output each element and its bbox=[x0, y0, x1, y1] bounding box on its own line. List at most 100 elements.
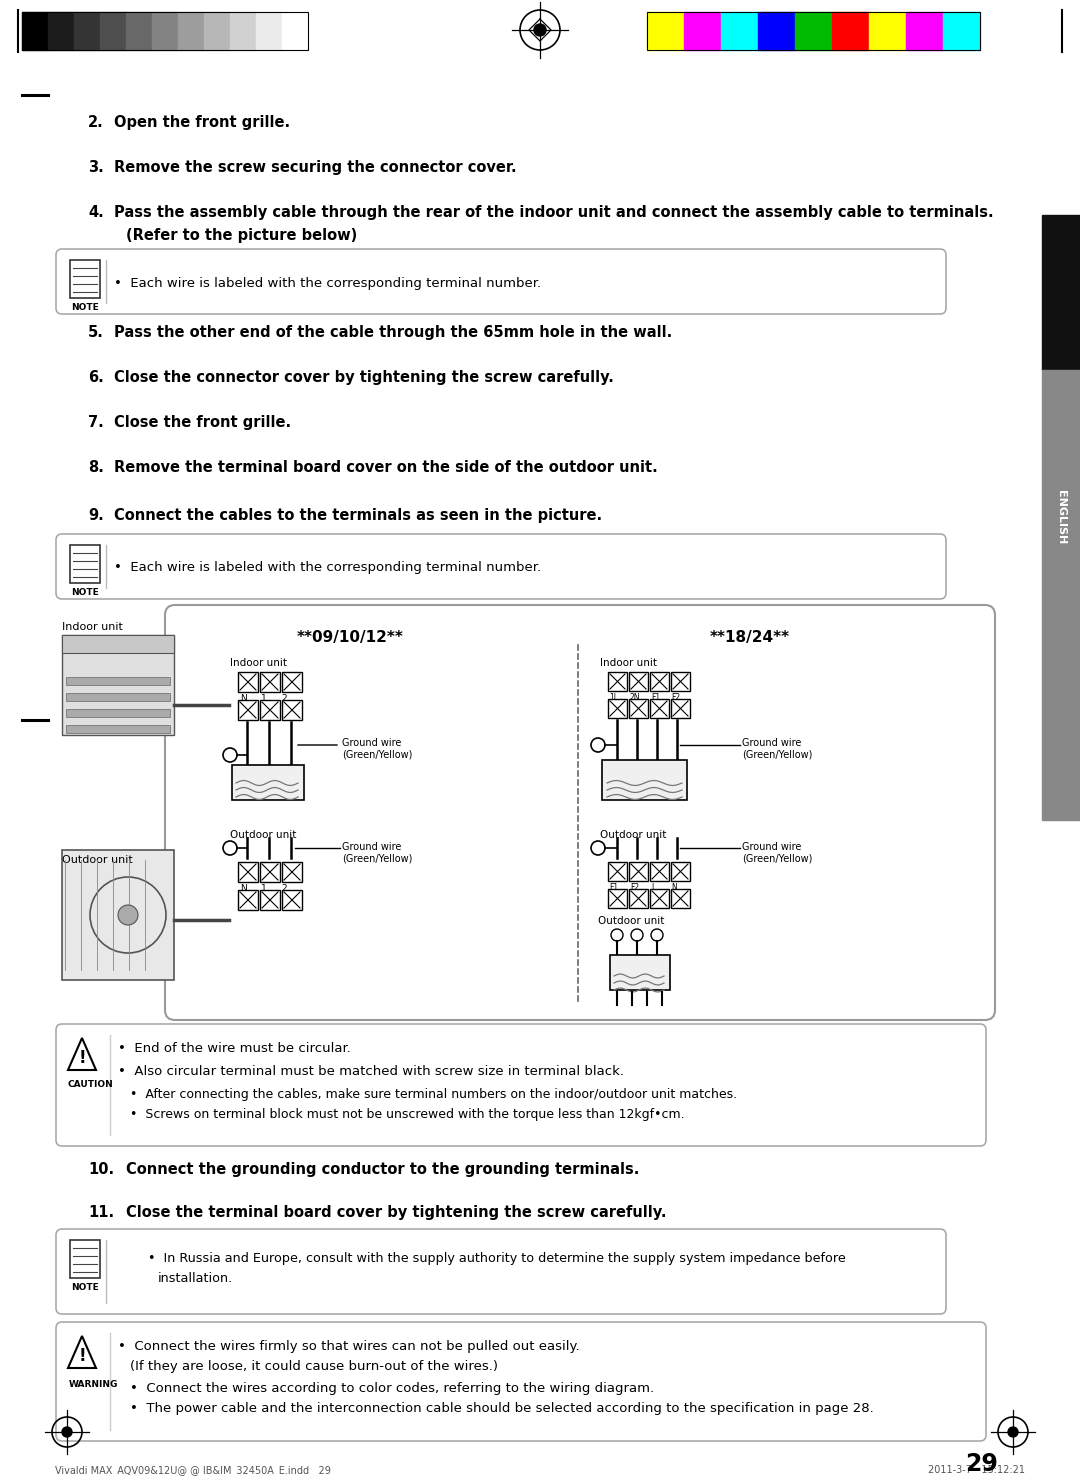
Bar bbox=[282, 700, 302, 720]
Bar bbox=[62, 635, 174, 652]
Bar bbox=[70, 260, 100, 298]
FancyBboxPatch shape bbox=[56, 534, 946, 599]
Text: NOTE: NOTE bbox=[71, 587, 98, 596]
Bar bbox=[256, 12, 282, 50]
Bar bbox=[66, 694, 170, 701]
Text: Outdoor unit: Outdoor unit bbox=[598, 917, 664, 925]
Bar bbox=[66, 725, 170, 734]
Bar bbox=[282, 12, 308, 50]
Bar bbox=[126, 12, 152, 50]
Bar bbox=[629, 862, 648, 881]
Bar bbox=[282, 672, 302, 692]
Text: 1: 1 bbox=[261, 694, 267, 703]
Text: F2: F2 bbox=[671, 694, 680, 703]
Circle shape bbox=[534, 24, 546, 35]
Text: (Refer to the picture below): (Refer to the picture below) bbox=[126, 227, 357, 244]
Bar bbox=[629, 672, 648, 691]
Text: 2.: 2. bbox=[87, 115, 104, 130]
Text: (If they are loose, it could cause burn-out of the wires.): (If they are loose, it could cause burn-… bbox=[130, 1359, 498, 1373]
Bar bbox=[650, 700, 669, 717]
Bar bbox=[832, 12, 869, 50]
Bar bbox=[671, 889, 690, 908]
Bar bbox=[238, 862, 258, 883]
Bar bbox=[647, 12, 684, 50]
Bar bbox=[795, 12, 832, 50]
Bar bbox=[684, 12, 721, 50]
Text: N: N bbox=[240, 694, 246, 703]
Bar bbox=[178, 12, 204, 50]
FancyBboxPatch shape bbox=[56, 1024, 986, 1145]
Text: 29: 29 bbox=[966, 1452, 998, 1476]
Bar bbox=[238, 700, 258, 720]
Text: 2: 2 bbox=[281, 694, 286, 703]
Text: Ground wire
(Green/Yellow): Ground wire (Green/Yellow) bbox=[342, 738, 413, 760]
Text: Close the front grille.: Close the front grille. bbox=[114, 415, 292, 430]
Bar bbox=[608, 862, 627, 881]
Bar bbox=[238, 890, 258, 911]
Bar bbox=[230, 12, 256, 50]
Bar bbox=[1042, 215, 1080, 370]
Bar bbox=[629, 700, 648, 717]
Bar bbox=[608, 889, 627, 908]
Text: 2N: 2N bbox=[630, 694, 640, 703]
Text: installation.: installation. bbox=[158, 1272, 233, 1286]
Bar bbox=[906, 12, 943, 50]
Text: Outdoor unit: Outdoor unit bbox=[600, 830, 666, 840]
Bar bbox=[100, 12, 126, 50]
Text: 7.: 7. bbox=[87, 415, 104, 430]
Bar bbox=[671, 700, 690, 717]
Bar bbox=[62, 635, 174, 735]
Bar bbox=[758, 12, 795, 50]
Text: **18/24**: **18/24** bbox=[710, 630, 791, 645]
Bar bbox=[22, 12, 308, 50]
Bar bbox=[48, 12, 75, 50]
Bar bbox=[671, 672, 690, 691]
Bar bbox=[70, 545, 100, 583]
Text: 4.: 4. bbox=[87, 205, 104, 220]
Bar bbox=[238, 672, 258, 692]
Text: !: ! bbox=[78, 1348, 85, 1365]
Bar bbox=[282, 862, 302, 883]
Text: Outdoor unit: Outdoor unit bbox=[62, 855, 133, 865]
Text: Outdoor unit: Outdoor unit bbox=[230, 830, 296, 840]
Text: F1: F1 bbox=[609, 883, 618, 892]
Bar bbox=[1042, 370, 1080, 821]
Text: Ground wire
(Green/Yellow): Ground wire (Green/Yellow) bbox=[342, 841, 413, 863]
Text: 9.: 9. bbox=[87, 508, 104, 523]
Text: •  After connecting the cables, make sure terminal numbers on the indoor/outdoor: • After connecting the cables, make sure… bbox=[130, 1088, 738, 1101]
Bar bbox=[869, 12, 906, 50]
Text: 2011-3-7   15:12:21: 2011-3-7 15:12:21 bbox=[928, 1466, 1025, 1475]
Text: ENGLISH: ENGLISH bbox=[1056, 490, 1066, 545]
Bar bbox=[260, 890, 280, 911]
Text: WARNING: WARNING bbox=[69, 1380, 119, 1389]
Text: Pass the assembly cable through the rear of the indoor unit and connect the asse: Pass the assembly cable through the rear… bbox=[114, 205, 994, 220]
Text: Remove the screw securing the connector cover.: Remove the screw securing the connector … bbox=[114, 159, 516, 176]
Polygon shape bbox=[68, 1336, 96, 1368]
Bar bbox=[282, 890, 302, 911]
Text: NOTE: NOTE bbox=[71, 303, 98, 311]
Bar bbox=[671, 862, 690, 881]
Bar bbox=[152, 12, 178, 50]
Text: L: L bbox=[651, 883, 656, 892]
Text: Remove the terminal board cover on the side of the outdoor unit.: Remove the terminal board cover on the s… bbox=[114, 461, 658, 475]
Circle shape bbox=[62, 1427, 72, 1438]
Text: Connect the grounding conductor to the grounding terminals.: Connect the grounding conductor to the g… bbox=[126, 1162, 639, 1176]
Text: N: N bbox=[240, 884, 246, 893]
Bar bbox=[232, 765, 303, 800]
Text: •  Each wire is labeled with the corresponding terminal number.: • Each wire is labeled with the correspo… bbox=[114, 561, 541, 574]
Bar bbox=[647, 12, 980, 50]
Bar bbox=[260, 672, 280, 692]
Text: 5.: 5. bbox=[87, 325, 104, 339]
Text: •  In Russia and Europe, consult with the supply authority to determine the supp: • In Russia and Europe, consult with the… bbox=[148, 1252, 846, 1265]
Text: Ground wire
(Green/Yellow): Ground wire (Green/Yellow) bbox=[742, 841, 812, 863]
Text: NOTE: NOTE bbox=[71, 1283, 98, 1292]
Text: Ground wire
(Green/Yellow): Ground wire (Green/Yellow) bbox=[742, 738, 812, 760]
Text: Vivaldi MAX_AQV09&12U@ @ IB&IM_32450A_E.indd   29: Vivaldi MAX_AQV09&12U@ @ IB&IM_32450A_E.… bbox=[55, 1466, 330, 1476]
Bar bbox=[70, 1240, 100, 1278]
Bar bbox=[260, 700, 280, 720]
Circle shape bbox=[118, 905, 138, 925]
Bar bbox=[650, 672, 669, 691]
Text: 10.: 10. bbox=[87, 1162, 114, 1176]
Bar bbox=[610, 955, 670, 990]
Text: 8.: 8. bbox=[87, 461, 104, 475]
